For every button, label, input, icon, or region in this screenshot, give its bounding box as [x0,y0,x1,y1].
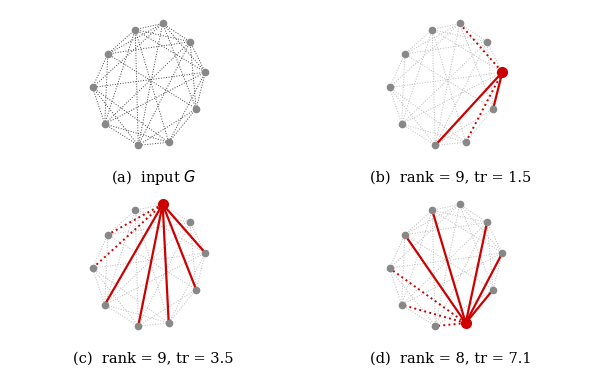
Text: (c)  rank = 9, tr = 3.5: (c) rank = 9, tr = 3.5 [73,352,234,365]
Text: (b)  rank = 9, tr = 1.5: (b) rank = 9, tr = 1.5 [370,171,531,185]
Text: (d)  rank = 8, tr = 7.1: (d) rank = 8, tr = 7.1 [370,352,532,365]
Text: (a)  input $G$: (a) input $G$ [111,168,196,187]
